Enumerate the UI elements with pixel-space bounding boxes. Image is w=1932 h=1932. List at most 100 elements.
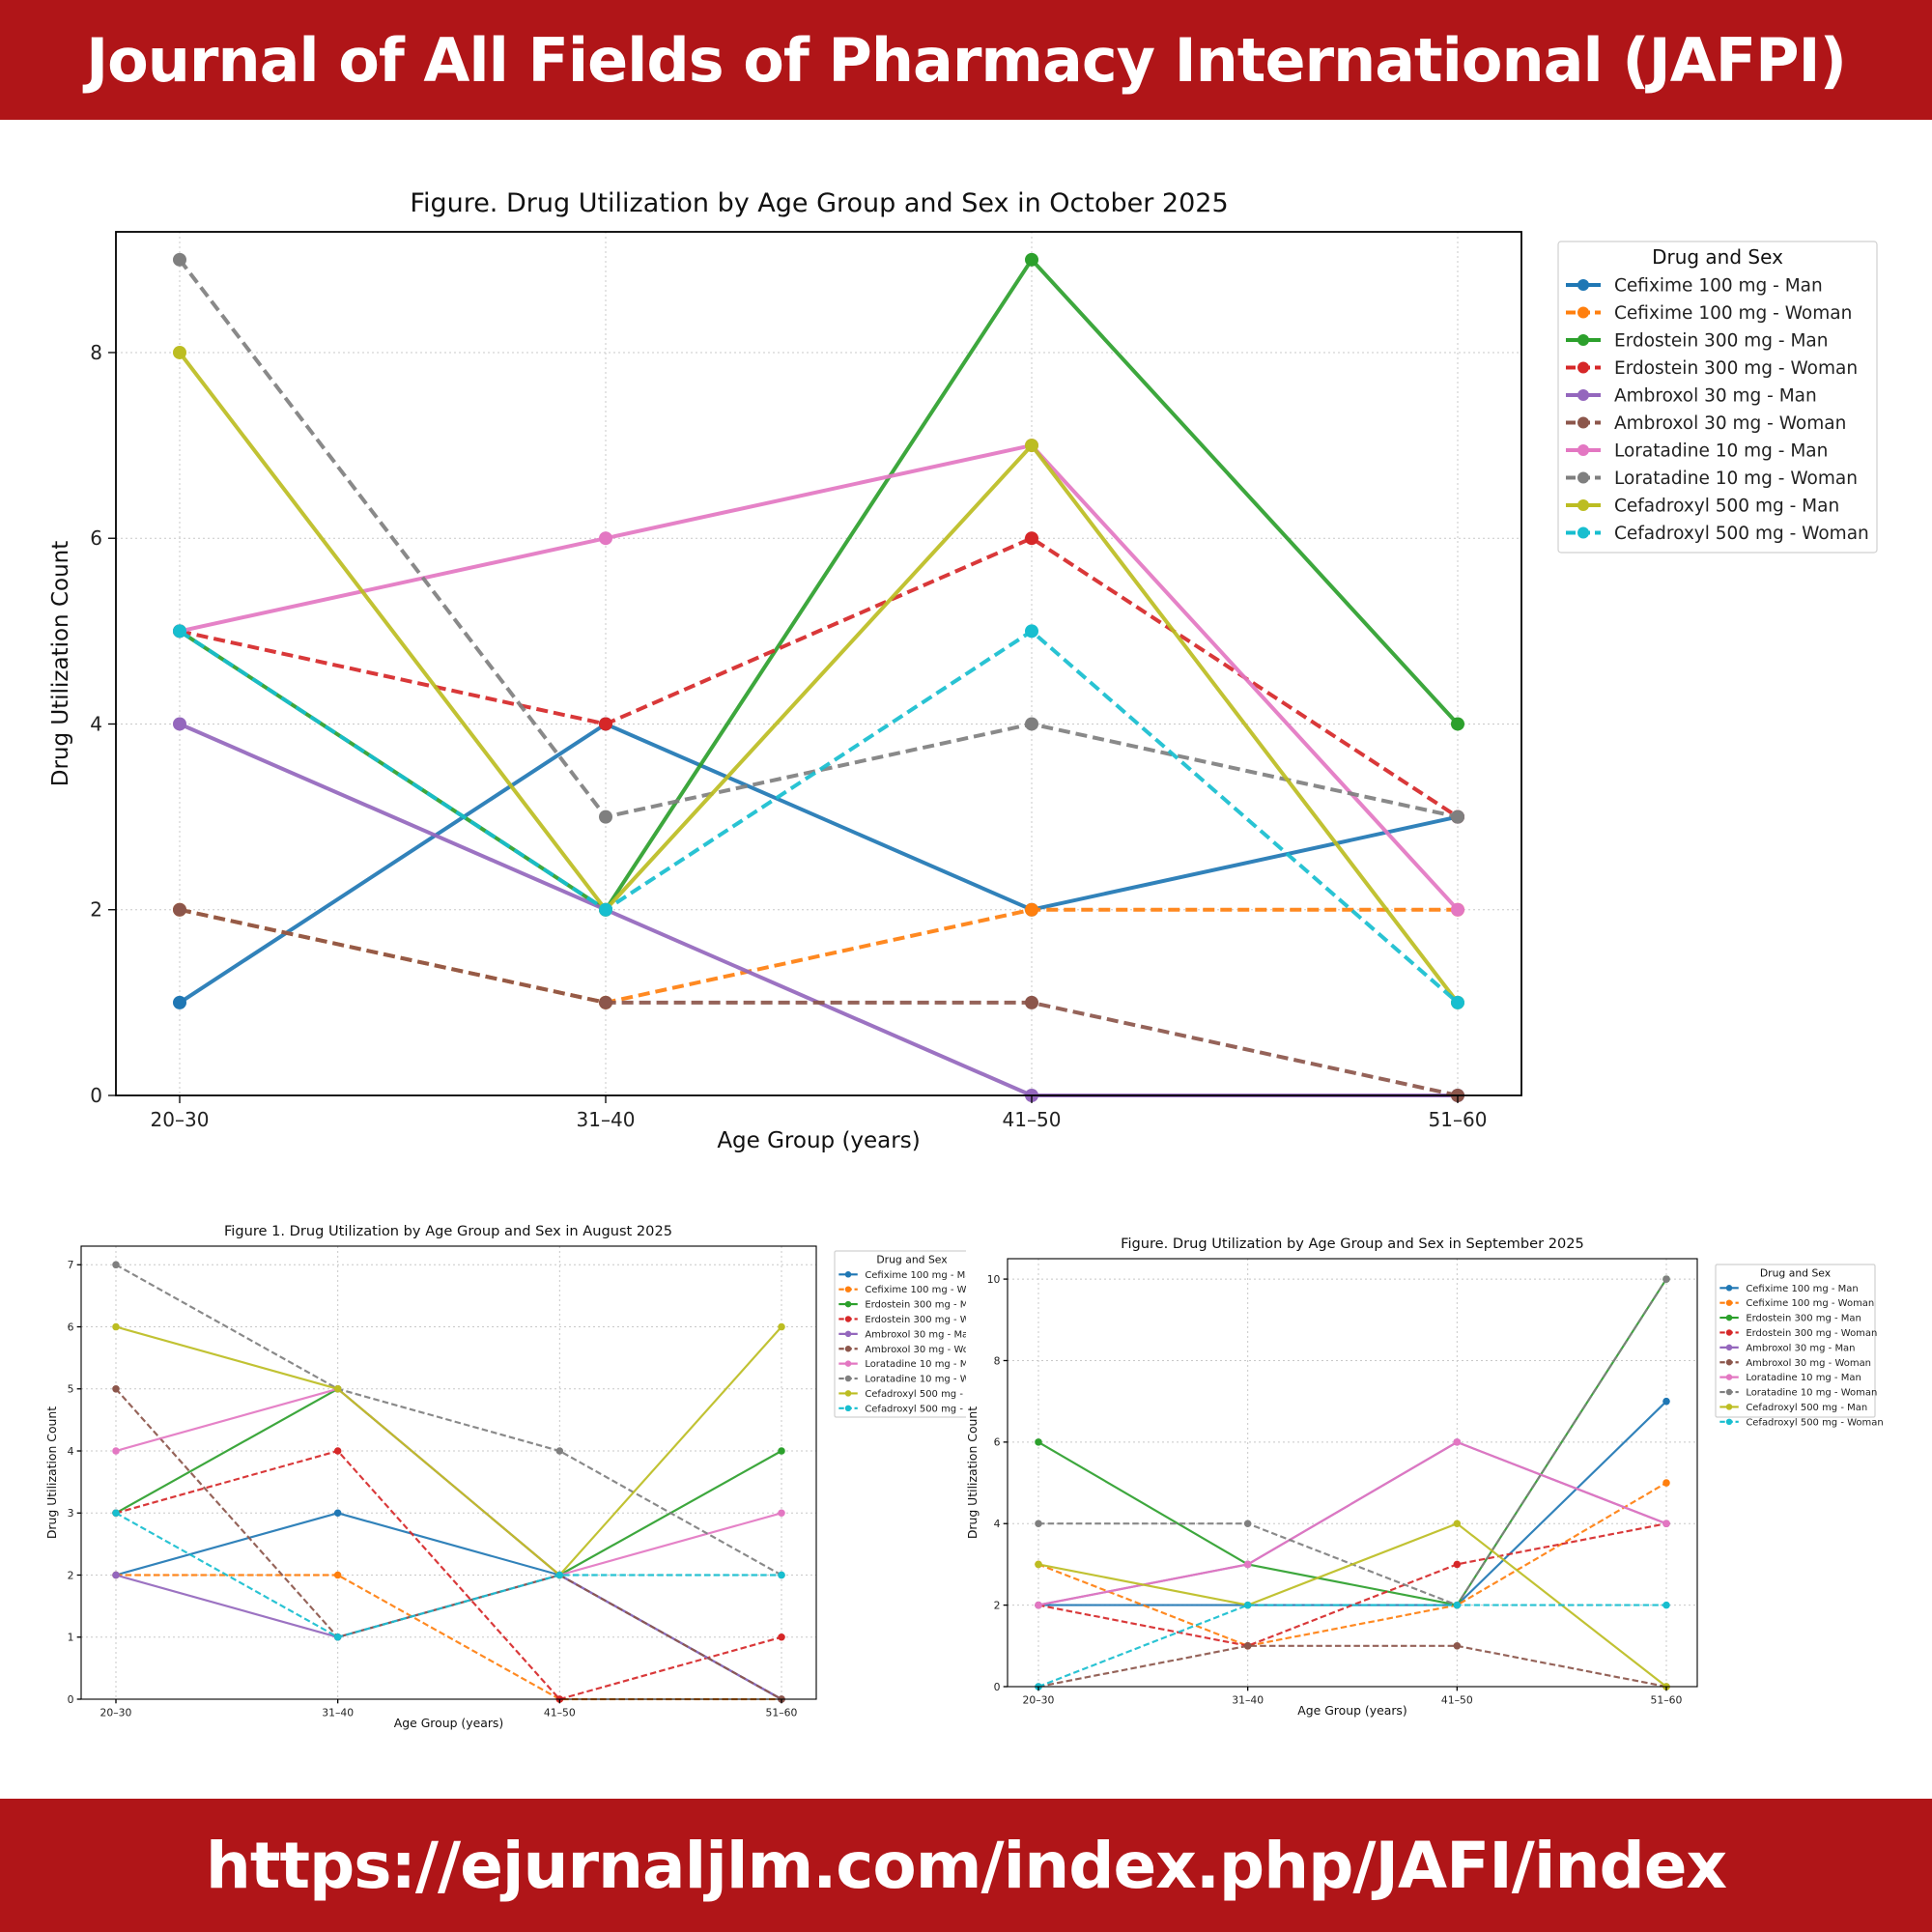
y-tick-label: 7 <box>68 1259 74 1271</box>
data-point-loratadine-10-mg-man <box>1035 1601 1042 1609</box>
journal-url[interactable]: https://ejurnaljlm.com/index.php/JAFI/in… <box>205 1828 1727 1903</box>
legend-label-loratadine-10-mg-man: Loratadine 10 mg - Man <box>1746 1373 1861 1383</box>
data-point-erdostein-300-mg-woman <box>1453 1560 1462 1569</box>
legend-marker-loratadine-10-mg-man <box>844 1360 852 1367</box>
y-tick-label: 10 <box>987 1273 1001 1286</box>
data-point-cefadroxyl-500-mg-man <box>173 345 186 359</box>
legend-marker-ambroxol-30-mg-man <box>1577 389 1589 401</box>
data-point-cefadroxyl-500-mg-woman <box>333 1633 342 1641</box>
legend-box <box>834 1250 966 1418</box>
legend-label-ambroxol-30-mg-woman: Ambroxol 30 mg - Woman <box>1614 413 1846 434</box>
data-point-loratadine-10-mg-man <box>1453 1438 1462 1446</box>
data-point-ambroxol-30-mg-woman <box>1453 1642 1462 1650</box>
legend-marker-ambroxol-30-mg-man <box>844 1330 852 1338</box>
legend-group: Drug and Sex Cefixime 100 mg - Ma Cefixime… <box>834 1250 972 1418</box>
y-tick-label: 8 <box>994 1354 1001 1367</box>
data-point-cefadroxyl-500-mg-man <box>778 1322 785 1331</box>
legend-label-erdostein-300-mg-man: Erdostein 300 mg - M <box>865 1300 968 1311</box>
legend-marker-cefixime-100-mg-woman <box>1577 306 1589 319</box>
legend-title: Drug and Sex <box>876 1253 948 1265</box>
y-tick-label: 2 <box>68 1569 74 1581</box>
legend-marker-cefixime-100-mg-man <box>844 1271 852 1278</box>
data-point-loratadine-10-mg-man <box>599 531 612 546</box>
legend-marker-loratadine-10-mg-woman <box>1725 1388 1733 1396</box>
plot-frame <box>80 1245 817 1700</box>
legend-label-erdostein-300-mg-man: Erdostein 300 mg - Man <box>1746 1314 1861 1324</box>
legend-label-cefadroxyl-500-mg-woman: Cefadroxyl 500 mg - Woman <box>1746 1417 1883 1428</box>
legend-title: Drug and Sex <box>1652 245 1783 269</box>
data-point-cefixime-100-mg-man <box>333 1509 342 1518</box>
legend-label-erdostein-300-mg-woman: Erdostein 300 mg - W <box>865 1315 969 1325</box>
legend-marker-erdostein-300-mg-woman <box>1725 1329 1733 1336</box>
legend-marker-erdostein-300-mg-man <box>1577 334 1589 346</box>
data-point-loratadine-10-mg-man <box>1662 1520 1670 1528</box>
x-tick-label: 51–60 <box>1651 1693 1683 1706</box>
legend-marker-erdostein-300-mg-woman <box>1577 361 1589 374</box>
legend-label-cefixime-100-mg-man: Cefixime 100 mg - Man <box>1746 1284 1858 1294</box>
y-tick-label: 2 <box>994 1599 1001 1611</box>
data-point-cefadroxyl-500-mg-woman <box>1662 1601 1670 1609</box>
legend-label-cefixime-100-mg-woman: Cefixime 100 mg - Woman <box>1614 303 1852 324</box>
series-line-ambroxol-30-mg-woman <box>179 907 1459 1097</box>
legend-marker-ambroxol-30-mg-man <box>1725 1344 1733 1351</box>
legend-marker-loratadine-10-mg-man <box>1725 1374 1733 1380</box>
data-point-ambroxol-30-mg-man <box>112 1571 120 1579</box>
legend-marker-cefadroxyl-500-mg-woman <box>1577 526 1589 539</box>
data-point-ambroxol-30-mg-woman <box>173 902 186 917</box>
legend-marker-cefadroxyl-500-mg-man <box>844 1390 852 1397</box>
y-axis-label: Drug Utilization Count <box>48 541 73 787</box>
legend-label-ambroxol-30-mg-man: Ambroxol 30 mg - Ma <box>865 1329 968 1340</box>
y-tick-label: 0 <box>90 1084 102 1107</box>
y-tick-label: 6 <box>90 526 102 550</box>
legend-marker-cefixime-100-mg-woman <box>1725 1299 1733 1306</box>
legend-label-cefixime-100-mg-woman: Cefixime 100 mg - Wo <box>865 1285 972 1295</box>
y-axis-label: Drug Utilization Count <box>965 1406 980 1539</box>
data-point-ambroxol-30-mg-woman <box>112 1384 120 1393</box>
y-tick-label: 1 <box>68 1632 74 1644</box>
legend-label-loratadine-10-mg-woman: Loratadine 10 mg - Woman <box>1614 469 1858 489</box>
legend-label-cefixime-100-mg-man: Cefixime 100 mg - Ma <box>865 1270 971 1281</box>
data-point-erdostein-300-mg-woman <box>333 1447 342 1455</box>
legend-marker-ambroxol-30-mg-woman <box>844 1346 852 1352</box>
legend-label-erdostein-300-mg-woman: Erdostein 300 mg - Woman <box>1746 1328 1877 1339</box>
data-point-cefixime-100-mg-woman <box>333 1571 342 1579</box>
chart-title: Figure 1. Drug Utilization by Age Group … <box>224 1223 672 1239</box>
legend-label-erdostein-300-mg-woman: Erdostein 300 mg - Woman <box>1614 358 1858 379</box>
data-point-erdostein-300-mg-woman <box>1025 531 1038 546</box>
legend-marker-cefadroxyl-500-mg-man <box>1725 1404 1733 1410</box>
legend-box <box>1715 1264 1876 1418</box>
data-point-ambroxol-30-mg-woman <box>1243 1642 1252 1650</box>
legend-label-loratadine-10-mg-woman: Loratadine 10 mg - Woman <box>1746 1388 1877 1399</box>
data-point-ambroxol-30-mg-woman <box>599 995 612 1009</box>
legend-label-cefadroxyl-500-mg-man: Cefadroxyl 500 mg - I <box>865 1389 969 1400</box>
data-point-cefadroxyl-500-mg-man <box>112 1322 120 1331</box>
legend-marker-cefixime-100-mg-man <box>1725 1285 1733 1292</box>
y-tick-label: 4 <box>994 1518 1001 1530</box>
journal-title: Journal of All Fields of Pharmacy Intern… <box>86 24 1847 96</box>
data-point-cefixime-100-mg-woman <box>1662 1479 1670 1487</box>
data-point-ambroxol-30-mg-man <box>173 717 186 731</box>
data-point-erdostein-300-mg-woman <box>778 1633 785 1641</box>
data-point-erdostein-300-mg-woman <box>599 717 612 731</box>
data-point-cefadroxyl-500-mg-woman <box>1243 1601 1252 1609</box>
y-tick-label: 4 <box>90 712 102 735</box>
legend-marker-loratadine-10-mg-man <box>1577 444 1589 456</box>
series-line-ambroxol-30-mg-woman <box>1037 1644 1667 1689</box>
legend-marker-erdostein-300-mg-woman <box>844 1316 852 1322</box>
data-point-erdostein-300-mg-man <box>1451 717 1464 731</box>
legend-marker-cefadroxyl-500-mg-woman <box>844 1405 852 1412</box>
x-tick-label: 31–40 <box>577 1108 636 1131</box>
data-point-loratadine-10-mg-man <box>1451 902 1464 917</box>
series-line-cefadroxyl-500-mg-man <box>178 351 1460 1005</box>
series-line-cefadroxyl-500-mg-woman <box>178 629 1460 1005</box>
data-point-cefadroxyl-500-mg-man <box>1035 1560 1042 1569</box>
data-point-loratadine-10-mg-woman <box>1662 1275 1670 1283</box>
data-point-erdostein-300-mg-man <box>778 1447 785 1455</box>
data-point-erdostein-300-mg-man <box>1035 1438 1042 1446</box>
data-point-cefadroxyl-500-mg-man <box>333 1384 342 1393</box>
x-axis-label: Age Group (years) <box>717 1128 920 1153</box>
legend-label-erdostein-300-mg-man: Erdostein 300 mg - Man <box>1614 331 1828 352</box>
legend-label-loratadine-10-mg-man: Loratadine 10 mg - M <box>865 1359 968 1370</box>
legend-label-loratadine-10-mg-man: Loratadine 10 mg - Man <box>1614 441 1828 462</box>
